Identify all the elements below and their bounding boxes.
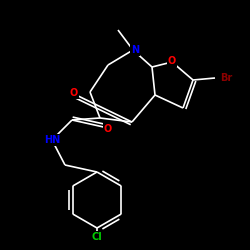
Text: O: O xyxy=(70,88,78,98)
Text: Br: Br xyxy=(220,73,232,83)
Text: HN: HN xyxy=(44,135,60,145)
Text: O: O xyxy=(168,56,176,66)
Text: Cl: Cl xyxy=(92,232,102,242)
Text: O: O xyxy=(104,124,112,134)
Text: N: N xyxy=(131,45,139,55)
